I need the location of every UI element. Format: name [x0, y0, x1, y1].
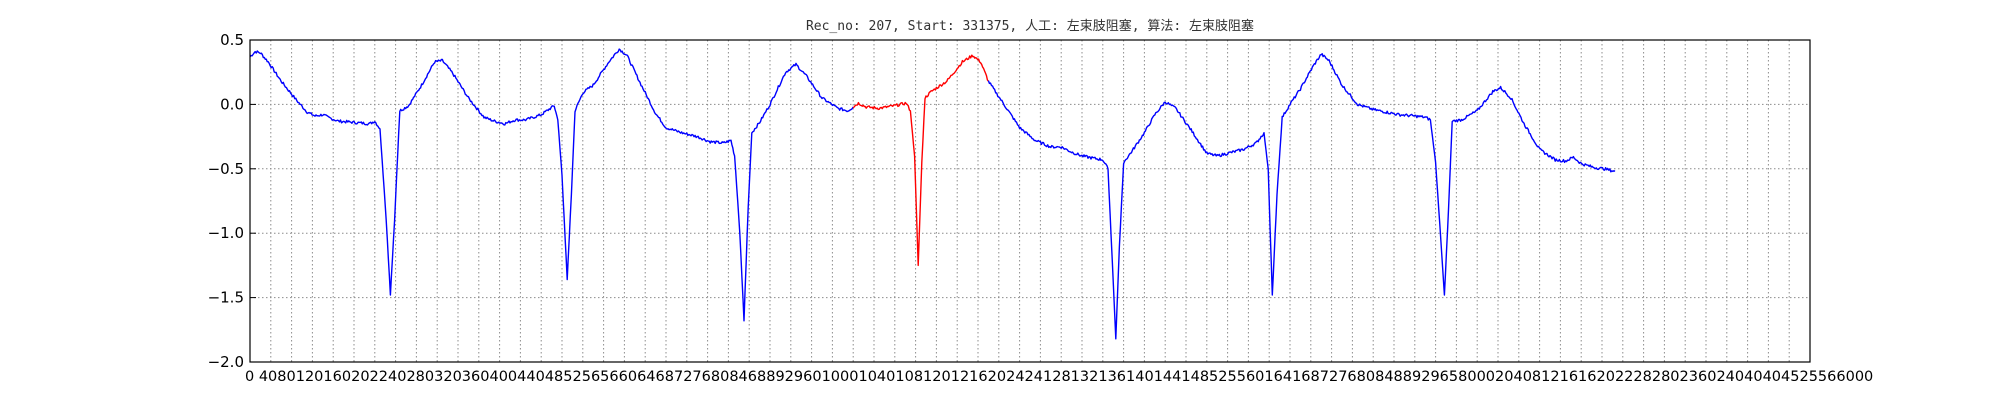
ecg-series-segment-2 [987, 53, 1616, 340]
grid [250, 40, 1810, 362]
plot-frame [249, 39, 1811, 363]
y-axis: 0.5 0.0 −0.5 −1.0 −1.5 −2.0 [208, 31, 256, 371]
chart-title: Rec_no: 207, Start: 331375, 人工: 左束肢阻塞, 算… [806, 18, 1254, 34]
y-tick-label: −0.5 [208, 160, 244, 178]
y-tick-label: −2.0 [208, 353, 244, 371]
x-tick-labels: 0 40801201602022402803203604004404852565… [245, 369, 1873, 385]
series-layer [249, 48, 1616, 340]
y-tick-label: 0.0 [220, 95, 244, 113]
y-tick-label: −1.0 [208, 224, 244, 242]
ecg-series-segment-0 [249, 48, 854, 322]
ecg-series-segment-1 [852, 54, 989, 267]
y-tick-label: −1.5 [208, 289, 244, 307]
y-tick-label: 0.5 [220, 31, 244, 49]
